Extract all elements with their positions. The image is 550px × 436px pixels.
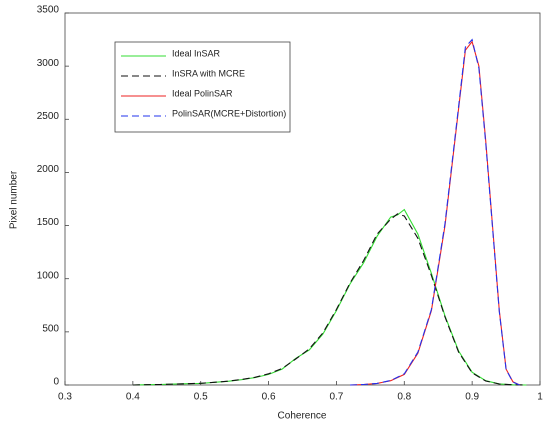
plot-frame xyxy=(64,12,541,386)
legend-label: Ideal InSAR xyxy=(172,48,221,58)
y-axis-label: Pixel number xyxy=(9,170,20,229)
y-tick-label: 2500 xyxy=(37,111,60,122)
y-tick-label: 1000 xyxy=(37,270,60,281)
y-tick-label: 2000 xyxy=(37,164,60,175)
x-axis-label: Coherence xyxy=(278,411,327,422)
legend-label: InSRA with MCRE xyxy=(172,68,245,78)
x-tick-label: 1 xyxy=(537,392,543,403)
x-tick-label: 0.5 xyxy=(194,392,208,403)
series-line xyxy=(132,213,527,386)
x-tick-label: 0.7 xyxy=(329,392,343,403)
x-tick-label: 0.4 xyxy=(126,392,140,403)
y-tick-label: 500 xyxy=(42,323,59,334)
x-tick-label: 0.9 xyxy=(465,392,479,403)
x-tick-label: 0.3 xyxy=(58,392,72,403)
series-line xyxy=(349,38,520,386)
legend-label: PolinSAR(MCRE+Distortion) xyxy=(172,108,286,118)
legend-label: Ideal PolinSAR xyxy=(172,88,233,98)
x-tick-label: 0.8 xyxy=(397,392,411,403)
series-line xyxy=(349,40,520,386)
y-tick-label: 3500 xyxy=(37,5,60,16)
legend-box xyxy=(114,41,291,133)
y-tick-label: 0 xyxy=(53,377,59,388)
y-tick-label: 1500 xyxy=(37,217,60,228)
series-line xyxy=(132,208,527,386)
x-tick-label: 0.6 xyxy=(262,392,276,403)
y-tick-label: 3000 xyxy=(37,58,60,69)
